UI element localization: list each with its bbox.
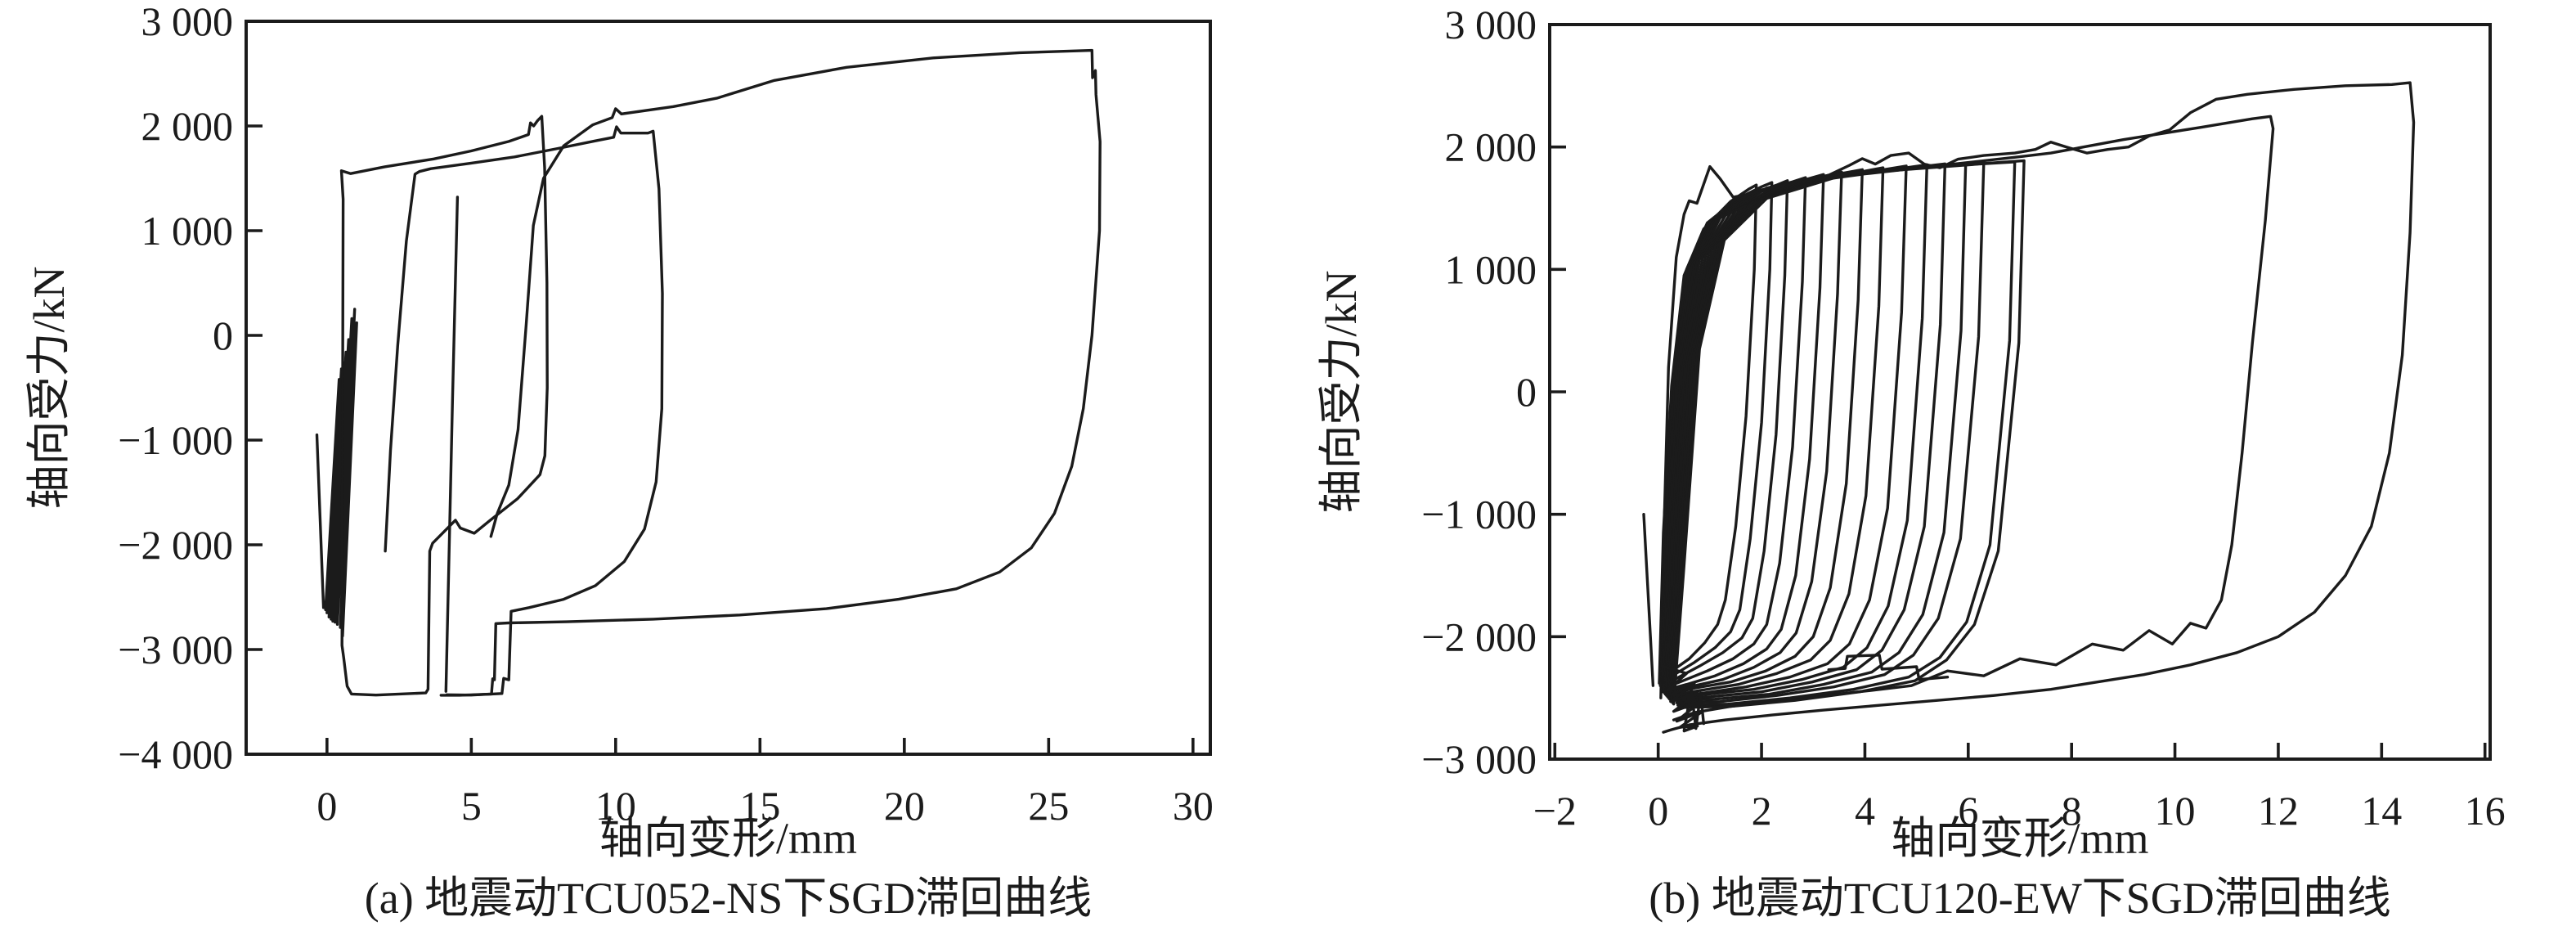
x-tick-label: 15	[739, 783, 780, 829]
curve-b-cycle-15	[1672, 159, 2026, 709]
y-tick-label: 3 000	[1445, 2, 1537, 47]
y-tick-label: 3 000	[141, 0, 234, 44]
chart-a-y-axis-title: 轴向受力/kN	[25, 266, 74, 510]
curve-a-unload-4mm	[444, 196, 460, 693]
x-tick-label: 0	[316, 783, 337, 829]
chart-a-caption: (a) 地震动TCU052-NS下SGD滞回曲线	[364, 874, 1093, 923]
x-tick-label: 14	[2361, 788, 2402, 834]
curve-b-cycle-6	[1663, 170, 1843, 694]
y-tick-label: 2 000	[141, 103, 234, 149]
x-tick-label: 5	[461, 783, 482, 829]
curve-a-outer-loop-27mm	[439, 48, 1102, 697]
y-tick-label: 1 000	[141, 208, 234, 254]
x-tick-label: 16	[2465, 788, 2506, 834]
plot-frame	[245, 20, 1212, 756]
curve-b-cycle-5	[1662, 173, 1825, 694]
curve-a-initial-loading	[315, 433, 325, 609]
chart-b: −2 0 2 4 6 8 10 12 14 16 3 000 2 000 1 000 0 −1 000 −2 …	[1288, 0, 2576, 926]
x-tick-label: 8	[2062, 788, 2082, 834]
x-tick-label: 4	[1855, 788, 1875, 834]
y-tick-label: −2 000	[118, 522, 233, 568]
curve-b-cycle-8	[1665, 166, 1885, 697]
curve-b-outer-loop-14mm	[1659, 81, 2416, 734]
curve-b-cycle-7	[1663, 168, 1864, 696]
chart-a: 0 5 10 15 20 25 30 3 000 2 000 1 000 0 −1 000 −2 000…	[25, 0, 1214, 923]
curve-b-cycle-14	[1671, 160, 2017, 707]
curve-a-loop-7mm	[339, 115, 549, 697]
y-tick-label: −1 000	[118, 417, 233, 463]
y-tick-label: 1 000	[1445, 246, 1537, 292]
x-tick-label: 2	[1752, 788, 1772, 834]
curve-b-cycle-11	[1667, 162, 1947, 701]
curve-b-initial-loading	[1642, 513, 1655, 687]
x-tick-label: 0	[1648, 788, 1668, 834]
curve-b-cycle-2	[1658, 181, 1774, 687]
curve-b-cycle-13	[1670, 161, 1986, 704]
curve-a-loop-11mm	[384, 125, 664, 697]
x-tick-label: 12	[2258, 788, 2299, 834]
x-tick-label: 20	[884, 783, 925, 829]
curve-b-bottom-cycles	[1661, 664, 1705, 733]
x-tick-label: 10	[2155, 788, 2196, 834]
y-tick-label: −2 000	[1421, 614, 1537, 659]
curve-b-cycle-3	[1659, 179, 1789, 690]
chart-a-x-axis-title: 轴向变形/mm	[599, 814, 857, 863]
curve-b-cycle-10	[1667, 163, 1928, 699]
y-tick-label: 0	[1516, 369, 1537, 415]
y-tick-label: 2 000	[1445, 124, 1537, 170]
curve-b-cycle-4	[1661, 176, 1807, 691]
curve-a-small-cycles	[324, 308, 358, 638]
chart-b-caption: (b) 地震动TCU120-EW下SGD滞回曲线	[1649, 874, 2391, 923]
y-tick-label: −3 000	[118, 627, 233, 672]
chart-b-x-axis-title: 轴向变形/mm	[1891, 814, 2149, 863]
y-tick-label: −1 000	[1421, 492, 1537, 537]
y-tick-label: −3 000	[1421, 736, 1537, 782]
curve-b-cycle-1	[1658, 183, 1758, 685]
y-tick-label: −4 000	[118, 731, 233, 777]
x-tick-label: 10	[595, 783, 636, 829]
x-tick-label: 30	[1173, 783, 1214, 829]
curve-b-cycle-9	[1666, 164, 1908, 699]
x-tick-label: 6	[1958, 788, 1978, 834]
chart-b-y-axis-title: 轴向受力/kN	[1317, 270, 1366, 514]
chart-b-plot: −2 0 2 4 6 8 10 12 14 16 3 000 2 000 1 000 0 −1 000 −2 …	[1421, 2, 2506, 834]
x-tick-label: 25	[1028, 783, 1069, 829]
x-tick-label: −2	[1533, 788, 1577, 834]
curve-b-bottom-steps	[1827, 654, 1950, 681]
chart-a-plot: 0 5 10 15 20 25 30 3 000 2 000 1 000 0 −1 000 −2 000…	[118, 0, 1214, 829]
y-tick-label: 0	[213, 312, 233, 358]
curve-b-cycle-12	[1669, 161, 1968, 702]
